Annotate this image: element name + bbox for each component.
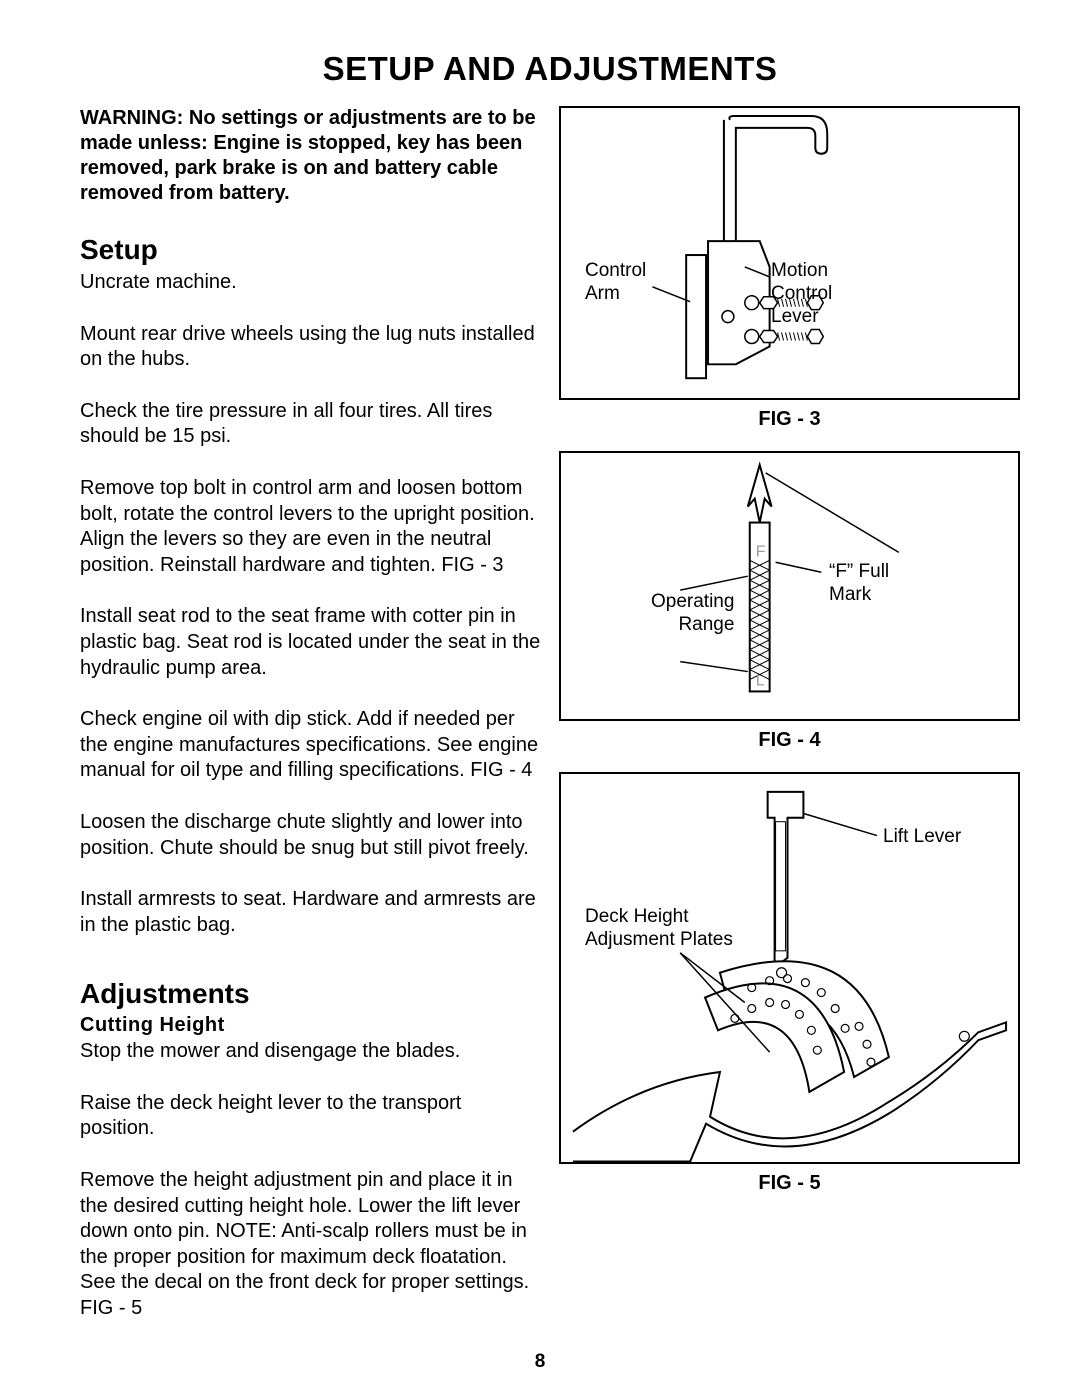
setup-para: Remove top bolt in control arm and loose… bbox=[80, 476, 541, 578]
setup-para: Check the tire pressure in all four tire… bbox=[80, 399, 541, 450]
left-column: WARNING: No settings or adjustments are … bbox=[80, 106, 541, 1322]
fig3-motion-control-lever-label: Motion Control Lever bbox=[771, 260, 832, 328]
setup-para: Check engine oil with dip stick. Add if … bbox=[80, 707, 541, 784]
figure-4-box: FL “F” Full Mark Operating Range bbox=[559, 451, 1020, 721]
page: SETUP AND ADJUSTMENTS WARNING: No settin… bbox=[0, 0, 1080, 1397]
setup-para: Loosen the discharge chute slightly and … bbox=[80, 810, 541, 861]
adjustments-para: Raise the deck height lever to the trans… bbox=[80, 1091, 541, 1142]
fig4-f-full-mark-label: “F” Full Mark bbox=[829, 561, 889, 607]
right-column: Control Arm Motion Control Lever FIG - 3… bbox=[559, 106, 1020, 1322]
page-number: 8 bbox=[0, 1351, 1080, 1373]
setup-para: Mount rear drive wheels using the lug nu… bbox=[80, 322, 541, 373]
figure-3-box: Control Arm Motion Control Lever bbox=[559, 106, 1020, 400]
setup-para: Install seat rod to the seat frame with … bbox=[80, 604, 541, 681]
fig5-deck-height-label: Deck Height Adjusment Plates bbox=[585, 906, 733, 952]
cutting-height-heading: Cutting Height bbox=[80, 1014, 541, 1037]
fig3-control-arm-label: Control Arm bbox=[585, 260, 646, 306]
figure-3-caption: FIG - 3 bbox=[559, 408, 1020, 431]
figure-4-caption: FIG - 4 bbox=[559, 729, 1020, 752]
setup-para: Uncrate machine. bbox=[80, 270, 541, 296]
adjustments-para: Remove the height adjustment pin and pla… bbox=[80, 1168, 541, 1322]
figure-3-diagram bbox=[561, 108, 1018, 400]
figure-5-box: Lift Lever Deck Height Adjusment Plates bbox=[559, 772, 1020, 1164]
fig4-operating-range-label: Operating Range bbox=[651, 591, 734, 637]
setup-para: Install armrests to seat. Hardware and a… bbox=[80, 887, 541, 938]
svg-text:L: L bbox=[756, 672, 765, 689]
warning-text: WARNING: No settings or adjustments are … bbox=[80, 106, 541, 206]
adjustments-heading: Adjustments bbox=[80, 978, 541, 1010]
fig5-lift-lever-label: Lift Lever bbox=[883, 826, 961, 849]
adjustments-para: Stop the mower and disengage the blades. bbox=[80, 1039, 541, 1065]
page-title: SETUP AND ADJUSTMENTS bbox=[80, 50, 1020, 88]
two-column-layout: WARNING: No settings or adjustments are … bbox=[80, 106, 1020, 1322]
figure-4-diagram: FL bbox=[561, 453, 1018, 721]
figure-5-caption: FIG - 5 bbox=[559, 1172, 1020, 1195]
svg-text:F: F bbox=[756, 543, 766, 560]
setup-heading: Setup bbox=[80, 234, 541, 266]
